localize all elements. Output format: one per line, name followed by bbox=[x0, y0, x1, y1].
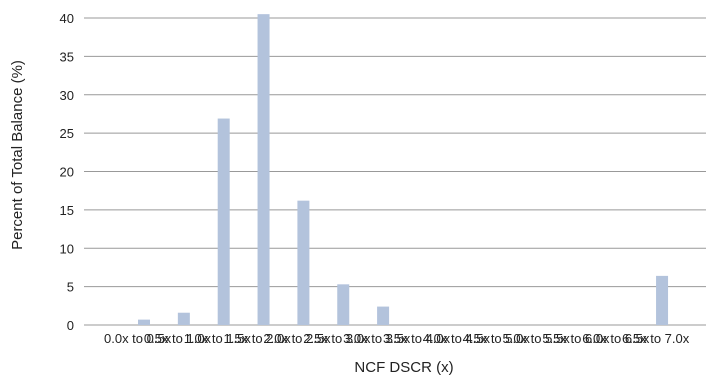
x-tick-label: 1.5x to 2.0x bbox=[224, 331, 292, 346]
bar bbox=[297, 200, 310, 325]
y-tick-label: 25 bbox=[60, 126, 74, 141]
x-tick-label: 0.5x to 1.0x bbox=[144, 331, 212, 346]
x-tick-label: 4.5x to 5.0x bbox=[463, 331, 531, 346]
y-tick-label: 5 bbox=[67, 280, 74, 295]
bars bbox=[138, 14, 669, 325]
bar bbox=[177, 312, 190, 325]
x-tick-label: 6.0x to 6.5x bbox=[582, 331, 650, 346]
bar bbox=[138, 319, 150, 325]
x-tick-label: 2.0x to 2.5x bbox=[263, 331, 331, 346]
bar bbox=[217, 118, 230, 325]
x-tick-label: 5.0x to 5.5x bbox=[503, 331, 571, 346]
x-axis-title: NCF DSCR (x) bbox=[354, 359, 453, 376]
y-tick-label: 15 bbox=[60, 203, 74, 218]
bar bbox=[257, 14, 270, 325]
y-tick-label: 0 bbox=[67, 318, 74, 333]
y-tick-labels: 0 5 10 15 20 25 30 35 40 bbox=[60, 11, 74, 333]
x-tick-label: 3.0x to 3.5x bbox=[343, 331, 411, 346]
y-tick-label: 30 bbox=[60, 88, 74, 103]
x-tick-label: 5.5x to 6.0x bbox=[542, 331, 610, 346]
bar bbox=[337, 284, 350, 325]
bar bbox=[377, 306, 390, 325]
x-tick-label: 6.5x to 7.0x bbox=[622, 331, 690, 346]
x-tick-label: 1.0x to 1.5x bbox=[184, 331, 252, 346]
y-axis-title: Percent of Total Balance (%) bbox=[9, 60, 26, 250]
x-tick-labels: 0.0x to 0.5x0.5x to 1.0x1.0x to 1.5x1.5x… bbox=[104, 331, 690, 346]
x-tick-label: 2.5x to 3.0x bbox=[303, 331, 371, 346]
y-tick-label: 20 bbox=[60, 165, 74, 180]
x-tick-label: 3.5x to 4.0x bbox=[383, 331, 451, 346]
y-tick-label: 35 bbox=[60, 49, 74, 64]
x-tick-label: 0.0x to 0.5x bbox=[104, 331, 172, 346]
y-tick-label: 40 bbox=[60, 11, 74, 26]
y-tick-label: 10 bbox=[60, 241, 74, 256]
gridlines bbox=[84, 17, 706, 326]
bar bbox=[656, 275, 669, 325]
x-tick-label: 4.0x to 4.5x bbox=[423, 331, 491, 346]
